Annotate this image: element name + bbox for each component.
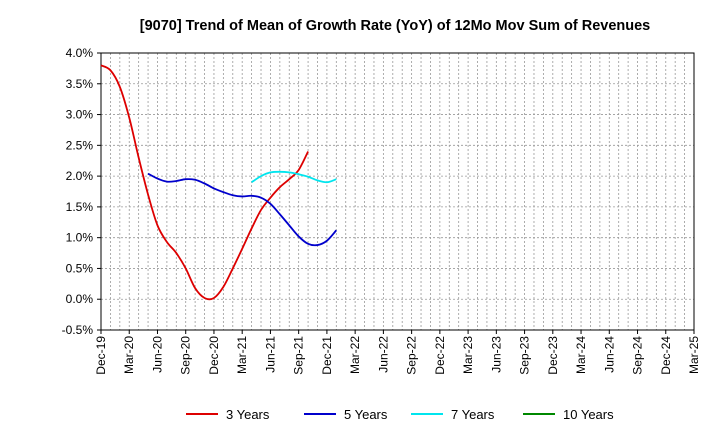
y-tick-label: 0.0% [66,292,94,306]
x-tick-label: Sep-24 [631,336,645,375]
y-tick-label: 2.5% [66,138,94,152]
x-tick-label: Jun-20 [150,336,164,373]
x-tick-label: Dec-21 [320,336,334,375]
y-tick-label: 1.0% [66,231,94,245]
legend-label: 5 Years [344,407,388,422]
x-tick-label: Dec-23 [546,336,560,375]
x-tick-label: Jun-22 [376,336,390,373]
x-tick-label: Jun-23 [489,336,503,373]
x-tick-label: Jun-21 [263,336,277,373]
y-tick-label: 2.0% [66,169,94,183]
y-tick-label: 1.5% [66,200,94,214]
y-tick-label: -0.5% [62,323,94,337]
x-tick-label: Mar-23 [461,336,475,374]
y-tick-label: 4.0% [66,46,94,60]
x-tick-label: Mar-24 [574,336,588,374]
x-tick-label: Mar-20 [122,336,136,374]
legend-label: 7 Years [451,407,495,422]
x-tick-label: Mar-21 [235,336,249,374]
x-tick-label: Sep-21 [292,336,306,375]
x-tick-label: Mar-22 [348,336,362,374]
grid [101,53,694,330]
x-tick-label: Sep-22 [405,336,419,375]
legend-label: 3 Years [226,407,270,422]
series-line-3-years [100,64,309,301]
x-tick-label: Jun-24 [602,336,616,373]
x-axis: Dec-19 Mar-20 Jun-20 Sep-20 Dec-20 Mar-21 Jun-… [94,330,701,375]
x-tick-label: Dec-22 [433,336,447,375]
x-tick-label: Dec-24 [659,336,673,375]
x-tick-label: Dec-19 [94,336,108,375]
legend: 3 Years 5 Years 7 Years 10 Years [186,407,614,422]
x-tick-label: Mar-25 [687,336,701,374]
y-tick-label: 3.5% [66,77,94,91]
x-tick-label: Dec-20 [207,336,221,375]
series-line-5-years [147,172,337,247]
y-tick-label: 0.5% [66,261,94,275]
series-line-7-years [251,170,337,184]
plot-area [100,52,695,331]
legend-label: 10 Years [563,407,614,422]
chart-title: [9070] Trend of Mean of Growth Rate (YoY… [140,18,651,34]
series-lines [100,64,337,301]
x-tick-label: Sep-20 [179,336,193,375]
y-tick-label: 3.0% [66,108,94,122]
y-axis: -0.5% 0.0% 0.5% 1.0% 1.5% 2.0% 2.5% 3.0% 3.5% 4.0… [62,46,101,337]
x-tick-label: Sep-23 [518,336,532,375]
